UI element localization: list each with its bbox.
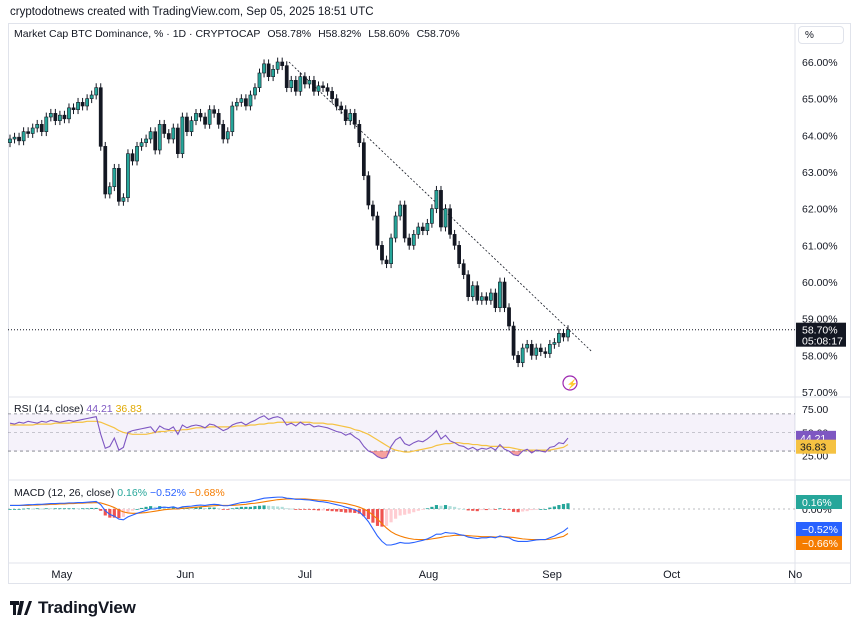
symbol-title[interactable]: Market Cap BTC Dominance, % · 1D · CRYPT…	[14, 28, 261, 40]
ohlc-open: O58.78%	[267, 28, 312, 40]
brand-name: TradingView	[38, 598, 136, 617]
tradingview-logo[interactable]: TradingView	[10, 598, 136, 618]
chart-credit: cryptodotnews created with TradingView.c…	[10, 6, 374, 18]
macd-legend[interactable]: MACD (12, 26, close) 0.16% −0.52% −0.68%	[14, 487, 225, 499]
tradingview-icon	[10, 601, 32, 615]
rsi-label: RSI (14, close)	[14, 403, 84, 415]
macd-value: −0.52%	[150, 487, 186, 499]
macd-label: MACD (12, 26, close)	[14, 487, 115, 499]
rsi-value: 44.21	[86, 403, 113, 415]
chart-frame	[8, 23, 851, 584]
ohlc-low: L58.60%	[368, 28, 410, 40]
macd-signal-value: −0.68%	[188, 487, 225, 499]
ohlc-high: H58.82%	[318, 28, 362, 40]
macd-hist-value: 0.16%	[117, 487, 148, 499]
main-legend[interactable]: Market Cap BTC Dominance, % · 1D · CRYPT…	[14, 28, 464, 40]
rsi-ma-value: 36.83	[115, 403, 142, 415]
ohlc-close: C58.70%	[416, 28, 460, 40]
percent-scale-button[interactable]: %	[798, 26, 844, 44]
rsi-legend[interactable]: RSI (14, close) 44.21 36.83	[14, 403, 142, 415]
